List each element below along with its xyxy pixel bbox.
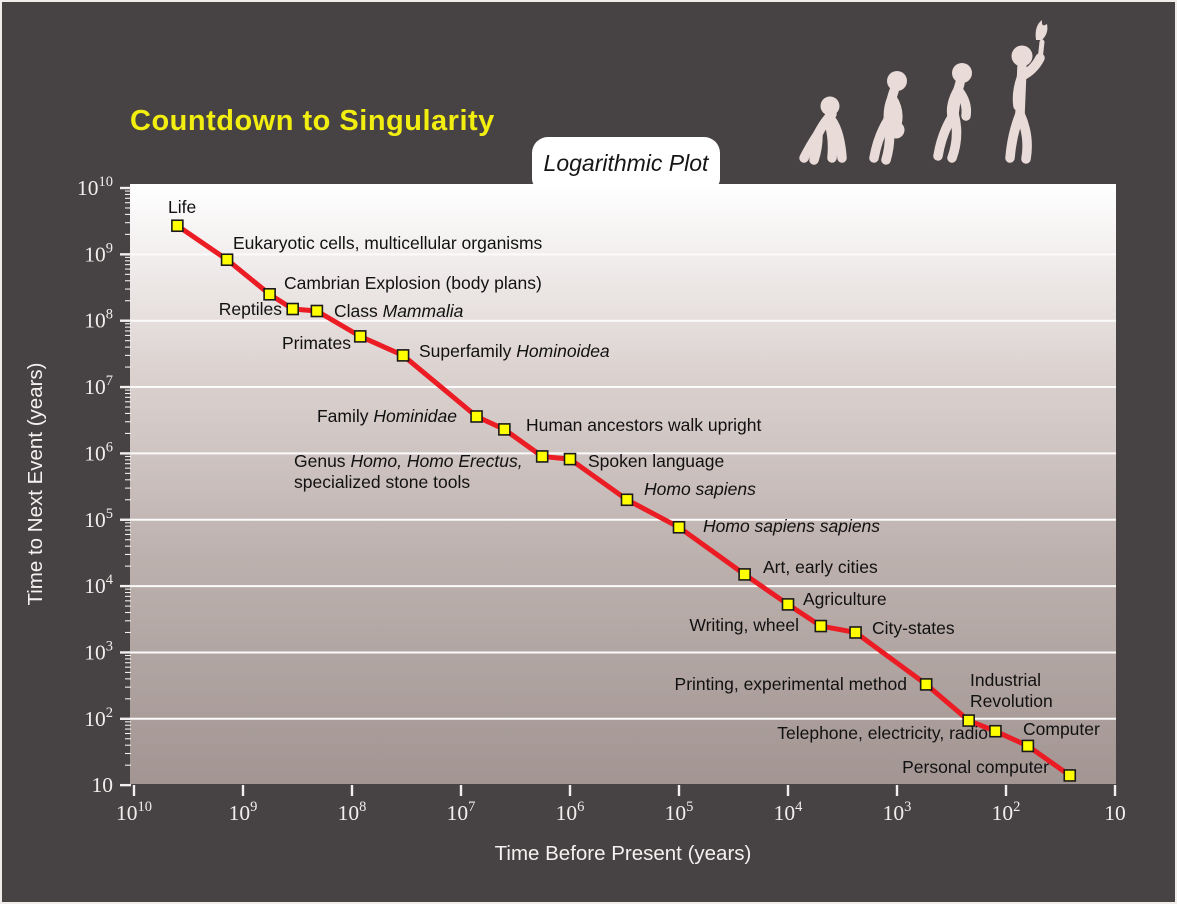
data-point-marker [563,452,577,466]
x-tick-label: 109 [229,799,258,825]
point-label: Family Hominidae [317,406,457,426]
y-tick-label: 107 [84,373,113,399]
data-point-marker [849,626,862,639]
data-point-marker [470,410,483,423]
point-label: Printing, experimental method [675,674,907,694]
data-point-marker [738,568,751,581]
data-point-marker [989,724,1002,738]
torch-flame-icon [1035,20,1048,40]
x-tick-label: 10 [1104,801,1126,825]
point-label: Life [168,197,196,217]
point-label: Genus Homo, Homo Erectus, [294,451,523,471]
x-tick-label: 107 [447,799,476,825]
point-label: Spoken language [588,451,724,471]
data-point-marker [962,714,975,727]
point-label: Class Mammalia [334,301,464,321]
data-point-marker [220,253,234,267]
y-tick-label: 108 [84,307,113,333]
hominid-silhouette-icon [933,63,972,163]
x-axis-ticks: 1010 109 108 107 106 105 104 103 102 10 [116,785,1126,825]
point-label: specialized stone tools [294,472,470,492]
y-tick-label: 105 [84,506,113,532]
data-point-marker [919,678,933,691]
gridlines [130,253,1116,720]
event-timeline-line [174,223,1073,778]
stooped-ape-silhouette-icon [869,71,907,165]
x-tick-label: 108 [338,799,367,825]
data-point-marker [672,520,686,534]
logarithmic-plot-badge-label: Logarithmic Plot [543,149,709,176]
x-tick-label: 105 [665,799,694,825]
point-label: Computer [1023,719,1100,739]
point-label: Cambrian Explosion (body plans) [284,273,542,293]
logarithmic-plot-badge: Logarithmic Plot [532,137,720,189]
point-label: Revolution [970,691,1053,711]
y-tick-label: 104 [84,572,114,598]
data-point-marker [263,287,276,301]
point-label: Homo sapiens [644,479,756,499]
data-point-marker [498,423,511,436]
point-label: Eukaryotic cells, multicellular organism… [233,233,543,253]
point-label: Personal computer [902,757,1049,777]
ape-silhouette-icon [799,96,847,165]
data-point-marker [814,619,828,633]
y-tick-label: 10 [92,773,114,797]
data-point-marker [286,302,299,316]
evolution-silhouettes-graphic [799,20,1048,165]
x-tick-label: 102 [992,799,1021,825]
y-tick-label: 1010 [77,174,113,200]
x-tick-label: 106 [556,799,585,825]
x-tick-label: 103 [883,799,912,825]
point-label: Telephone, electricity, radio [777,723,988,743]
point-label: Industrial [970,670,1041,690]
point-label: Human ancestors walk upright [526,415,762,435]
data-point-marker [781,598,795,611]
page-title: Countdown to Singularity [130,105,495,137]
x-tick-label: 104 [774,799,804,825]
point-label: Primates [282,333,351,353]
human-torch-silhouette-icon [1005,20,1048,164]
data-point-marker [1063,769,1077,782]
data-point-marker [353,330,367,343]
data-point-marker [171,219,184,233]
data-point-marker [396,349,410,362]
point-label: Writing, wheel [689,615,799,635]
y-tick-label: 103 [84,638,113,664]
x-axis-title: Time Before Present (years) [495,842,752,865]
point-label: Reptiles [219,299,282,319]
y-tick-label: 109 [84,240,113,266]
x-tick-label: 1010 [116,799,152,825]
data-point-marker [620,493,634,507]
point-label: Superfamily Hominoidea [419,341,610,361]
data-point-marker [1021,739,1035,753]
y-axis-title: Time to Next Event (years) [24,362,47,605]
y-axis-ticks: 1010 109 108 107 106 105 104 103 102 10 [77,174,131,797]
point-labels: Life Eukaryotic cells, multicellular orga… [168,197,1100,777]
data-point-marker [535,450,549,463]
data-point-marker [310,304,324,318]
y-tick-label: 106 [84,439,113,465]
event-series [171,219,1077,782]
point-label: Agriculture [803,589,887,609]
y-tick-label: 102 [84,705,113,731]
point-label: Art, early cities [763,557,878,577]
point-label: Homo sapiens sapiens [703,516,880,536]
point-label: City-states [872,618,955,638]
plot-area [130,184,1116,784]
